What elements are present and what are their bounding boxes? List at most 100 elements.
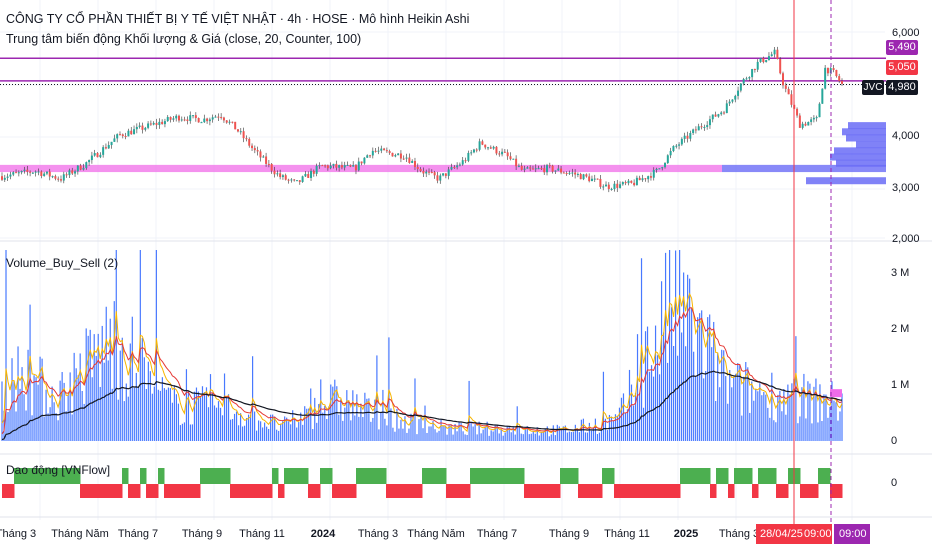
candle-body (9, 174, 12, 177)
oscillator-bar-down (146, 484, 153, 498)
candle-body (737, 90, 740, 96)
oscillator-bar-down (674, 484, 681, 498)
candle-body (231, 121, 234, 123)
oscillator-bar-up (722, 468, 729, 484)
oscillator-bar-up (26, 468, 33, 484)
candle-body (520, 165, 523, 170)
oscillator-bar-down (620, 484, 627, 498)
candle-body (71, 170, 74, 174)
oscillator-bar-up (74, 468, 81, 484)
candle-body (197, 118, 200, 123)
price-tick-6000: 6,000 (892, 27, 920, 39)
candle-body (149, 123, 152, 125)
candle-body (782, 73, 785, 86)
candle-body (593, 178, 596, 180)
candle-body (152, 122, 155, 125)
candle-body (708, 119, 711, 126)
volume-profile-bar (836, 159, 886, 167)
candle-body (124, 136, 127, 138)
candle-body (172, 118, 175, 120)
candle-body (841, 80, 843, 84)
candle-body (135, 126, 138, 130)
chart-subtitle: Trung tâm biến động Khối lượng & Giá (cl… (6, 32, 362, 46)
candle-body (110, 141, 113, 146)
candle-body (703, 126, 706, 128)
candle-body (259, 151, 262, 158)
candle-body (576, 174, 579, 176)
candle-body (487, 147, 490, 149)
candle-body (512, 158, 515, 160)
oscillator-bar-down (338, 484, 345, 498)
oscillator-bar-up (122, 468, 129, 484)
candle-body (804, 123, 807, 126)
oscillator-bar-up (692, 468, 699, 484)
candle-body (495, 146, 498, 154)
candle-body (366, 155, 369, 158)
candle-body (442, 173, 445, 176)
candle-body (402, 158, 405, 160)
candle-body (76, 165, 79, 172)
candle-body (301, 176, 304, 182)
oscillator-bar-up (794, 468, 801, 484)
candle-body (534, 168, 537, 170)
candle-body (391, 152, 394, 157)
candle-body (357, 161, 360, 171)
volume-profile-bar (842, 128, 886, 136)
candle-body (810, 119, 813, 122)
time-tick: Tháng 9 (181, 528, 223, 540)
volume-profile-bar (830, 153, 886, 161)
candle-body (267, 163, 270, 165)
candle-body (248, 138, 251, 146)
oscillator-bar-down (596, 484, 603, 498)
oscillator-bar-down (584, 484, 591, 498)
candle-body (835, 69, 838, 77)
oscillator-bar-down (404, 484, 411, 498)
candle-body (765, 60, 768, 63)
oscillator-bar-up (158, 468, 165, 484)
candle-body (394, 155, 397, 157)
candle-body (430, 171, 433, 173)
candle-body (784, 85, 787, 89)
oscillator-bar-down (728, 484, 735, 498)
oscillator-bar-up (572, 468, 579, 484)
oscillator-bar-up (20, 468, 27, 484)
volume-tick-1m: 1 M (891, 379, 910, 391)
candle-body (147, 123, 150, 128)
oscillator-bar-up (788, 468, 795, 484)
oscillator-bar-down (116, 484, 123, 498)
candle-body (51, 176, 54, 178)
candle-body (475, 149, 478, 151)
candle-body (767, 56, 770, 61)
candle-body (200, 122, 203, 124)
oscillator-bar-down (554, 484, 561, 498)
candle-body (281, 175, 284, 178)
oscillator-bar-up (824, 468, 831, 484)
candle-body (194, 115, 197, 119)
candle-body (307, 173, 310, 178)
candle-body (458, 164, 461, 166)
oscillator-bar-down (548, 484, 555, 498)
candle-body (680, 138, 683, 145)
candle-body (144, 127, 147, 130)
oscillator-bar-down (182, 484, 189, 498)
candle-body (40, 171, 43, 176)
candle-body (683, 135, 686, 139)
time-tick: Tháng 3 (0, 528, 37, 540)
candle-body (206, 118, 209, 122)
candle-body (444, 173, 447, 176)
oscillator-bar-down (626, 484, 633, 498)
candle-body (546, 165, 549, 173)
oscillator-bar-up (440, 468, 447, 484)
candle-body (596, 178, 599, 180)
candle-body (369, 155, 372, 157)
candle-body (74, 171, 77, 174)
candle-body (723, 112, 726, 114)
candle-body (203, 118, 206, 123)
volume-profile-bar (846, 134, 886, 142)
candle-body (748, 77, 751, 79)
candle-body (158, 121, 161, 126)
volume-tick-2m: 2 M (891, 323, 910, 335)
candle-body (678, 144, 681, 146)
oscillator-bar-down (668, 484, 675, 498)
